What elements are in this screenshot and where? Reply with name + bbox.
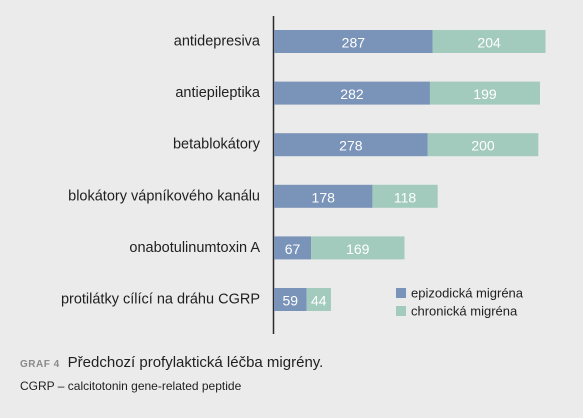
data-label: 199 bbox=[473, 86, 497, 102]
category-label: betablokátory bbox=[173, 137, 261, 153]
data-label: 287 bbox=[342, 35, 366, 51]
data-label: 118 bbox=[394, 189, 417, 205]
figure-caption: GRAF 4 Předchozí profylaktická léčba migr… bbox=[20, 354, 323, 371]
data-label: 278 bbox=[339, 138, 363, 154]
category-label: protilátky cílící na dráhu CGRP bbox=[61, 292, 260, 308]
figure-tag: GRAF 4 bbox=[20, 359, 60, 370]
legend-swatch bbox=[396, 306, 406, 316]
category-label: onabotulinumtoxin A bbox=[129, 240, 260, 256]
bar-segment-epizodicka bbox=[274, 236, 312, 260]
data-label: 44 bbox=[311, 293, 327, 309]
bars-group: antidepresiva 287 204 antiepileptika 282 199 b… bbox=[61, 30, 546, 311]
bar-segment-chronicka bbox=[432, 30, 546, 53]
category-label: antiepileptika bbox=[175, 85, 261, 101]
data-label: 204 bbox=[477, 35, 501, 51]
legend-label: epizodická migréna bbox=[411, 286, 524, 301]
bar-segment-chronicka bbox=[311, 236, 405, 260]
data-label: 178 bbox=[312, 189, 336, 205]
category-label: antidepresiva bbox=[174, 34, 261, 50]
data-label: 282 bbox=[340, 86, 364, 102]
bar-segment-chronicka bbox=[427, 133, 539, 157]
stacked-bar-chart: antidepresiva 287 204 antiepileptika 282 199 b… bbox=[61, 16, 546, 334]
bar-segment-chronicka bbox=[429, 81, 540, 105]
bar-segment-epizodicka bbox=[274, 288, 307, 311]
data-label: 169 bbox=[346, 241, 370, 257]
data-label: 59 bbox=[283, 293, 299, 309]
bar-segment-epizodicka bbox=[274, 133, 428, 157]
bar-segment-chronicka bbox=[306, 288, 331, 311]
data-label: 200 bbox=[471, 138, 495, 154]
bar-segment-epizodicka bbox=[274, 30, 433, 53]
bar-segment-chronicka bbox=[372, 184, 438, 208]
legend-swatch bbox=[396, 288, 406, 298]
legend: epizodická migréna chronická migréna bbox=[396, 286, 524, 319]
legend-label: chronická migréna bbox=[411, 304, 518, 319]
abbreviation-note: CGRP – calcitotonin gene-related peptide bbox=[20, 379, 242, 393]
figure-title: Předchozí profylaktická léčba migrény. bbox=[67, 354, 324, 371]
bar-segment-epizodicka bbox=[274, 81, 430, 105]
category-label: blokátory vápníkového kanálu bbox=[68, 188, 260, 204]
data-label: 67 bbox=[285, 241, 301, 257]
bar-segment-epizodicka bbox=[274, 184, 373, 208]
